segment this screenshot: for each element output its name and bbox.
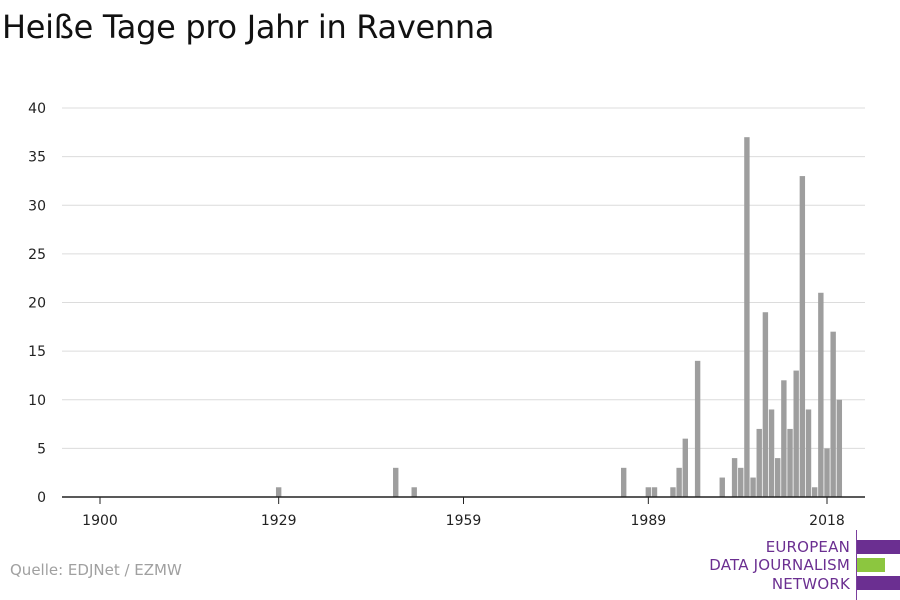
bar (750, 477, 756, 497)
bar (799, 176, 806, 497)
logo-line-european: EUROPEAN (765, 538, 850, 556)
bar (793, 370, 799, 497)
bar (830, 331, 836, 497)
bar (682, 438, 688, 497)
x-tick-label: 1989 (631, 513, 667, 529)
bar (824, 448, 830, 497)
bar (411, 487, 417, 497)
y-tick-label: 35 (28, 150, 46, 166)
bar (651, 487, 658, 497)
bar (762, 312, 769, 497)
bars (275, 137, 843, 498)
logo-bar-bottom (857, 576, 900, 590)
chart-title: Heiße Tage pro Jahr in Ravenna (2, 8, 495, 46)
bar (744, 137, 750, 498)
bar (768, 409, 775, 497)
bar (275, 487, 282, 497)
edjnet-logo: EUROPEAN DATA JOURNALISM NETWORK (700, 530, 900, 600)
y-tick-label: 30 (28, 198, 46, 214)
bar (781, 380, 787, 497)
bar (756, 428, 762, 497)
source-note: Quelle: EDJNet / EZMW (10, 561, 182, 579)
x-tick-label: 1900 (82, 513, 118, 529)
bar (670, 487, 676, 497)
y-tick-label: 15 (28, 344, 46, 360)
bar (787, 428, 793, 497)
y-tick-label: 10 (28, 393, 46, 409)
bar (811, 487, 818, 497)
x-tick-label: 1929 (261, 513, 297, 529)
bar (775, 458, 781, 497)
logo-divider (856, 530, 857, 600)
bar (694, 360, 701, 497)
bar (676, 467, 682, 497)
logo-bar-middle (857, 558, 885, 572)
gridlines (62, 107, 865, 449)
y-tick-label: 40 (28, 101, 46, 117)
bar (719, 477, 725, 497)
bar (836, 399, 843, 497)
bar (393, 467, 399, 497)
x-tick-label: 2018 (809, 513, 845, 529)
axes: 0 5 10 15 20 25 30 35 40 1900 1929 1959 1989 2018 (28, 101, 865, 529)
bar (818, 292, 824, 497)
y-tick-label: 5 (37, 441, 46, 457)
y-tick-label: 0 (37, 490, 46, 506)
logo-line-data-journalism: DATA JOURNALISM (709, 556, 850, 574)
bar (620, 467, 627, 497)
logo-bar-top (857, 540, 900, 554)
bar (738, 467, 744, 497)
bar (645, 487, 652, 497)
y-tick-label: 25 (28, 247, 46, 263)
y-tick-label: 20 (28, 296, 46, 312)
x-tick-label: 1959 (446, 513, 482, 529)
logo-line-network: NETWORK (771, 575, 850, 593)
bar (731, 458, 738, 497)
bar (805, 409, 812, 497)
